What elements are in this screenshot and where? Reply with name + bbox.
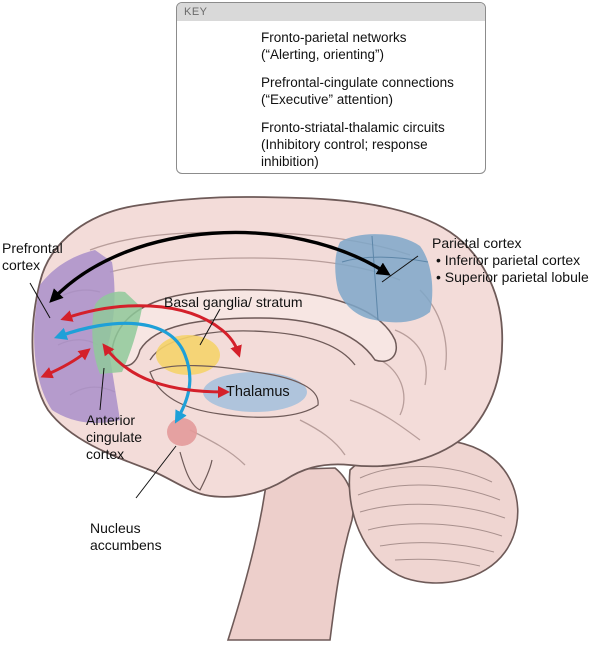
thalamus-label: Thalamus: [226, 384, 290, 400]
striatal-thalamic-arrow: [102, 343, 230, 398]
label-line: Prefrontal: [2, 240, 63, 256]
parietal-cortex-label: Parietal cortex • Inferior parietal cort…: [432, 235, 589, 286]
label-line: cingulate: [86, 429, 143, 445]
pituitary: [179, 451, 213, 491]
label-line: cortex: [86, 446, 125, 462]
label-line: accumbens: [90, 537, 162, 553]
label-line: Anterior: [86, 412, 136, 428]
label-line: cortex: [2, 257, 41, 273]
anterior-cingulate-label: Anterior cingulate cortex: [86, 412, 142, 463]
cerebellum-folds: [357, 466, 506, 567]
nucleus-accumbens-region: [167, 418, 197, 446]
fronto-striatal-arrow-upper: [60, 304, 242, 358]
basal-ganglia-label: Basal ganglia/ stratum: [164, 294, 303, 310]
label-line: • Inferior parietal cortex: [436, 252, 581, 268]
label-line: • Superior parietal lobule: [436, 269, 589, 285]
label-line: Nucleus: [90, 520, 141, 536]
nucleus-accumbens-label: Nucleus accumbens: [90, 520, 162, 554]
fronto-parietal-arrow: [49, 230, 391, 303]
label-line: Parietal cortex: [432, 235, 522, 251]
leader-lines: [29, 255, 419, 499]
fronto-striatal-arrow-lower: [40, 348, 91, 379]
prefrontal-cortex-label: Prefrontal cortex: [2, 240, 63, 274]
